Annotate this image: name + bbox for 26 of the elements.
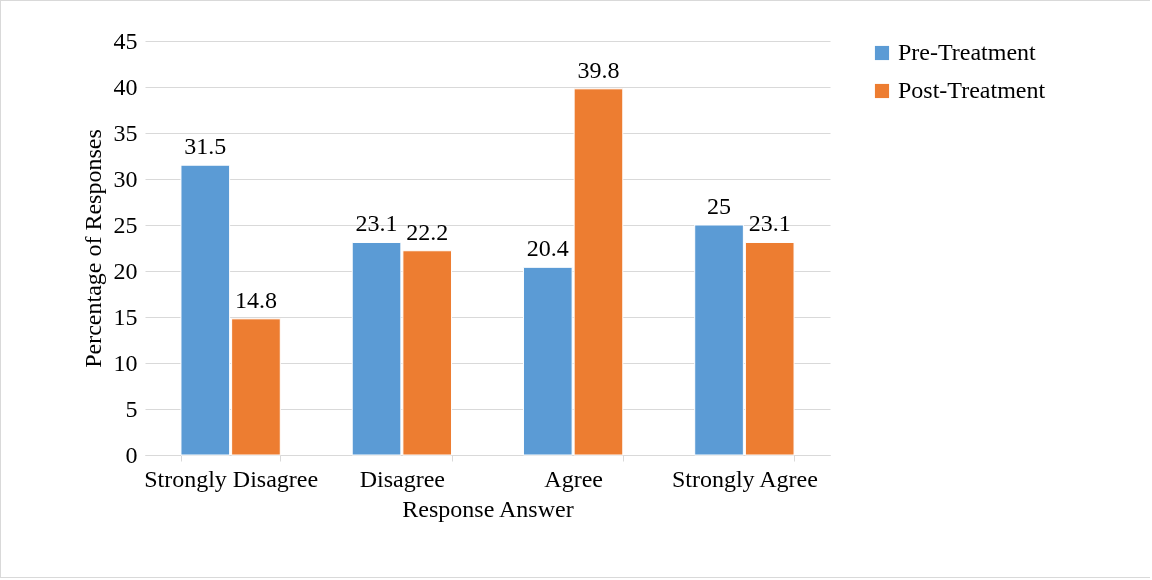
legend-label: Pre-Treatment	[898, 39, 1037, 65]
y-tick-label: 40	[113, 73, 138, 100]
y-tick-label: 35	[113, 119, 138, 146]
y-tick-label: 25	[113, 211, 138, 238]
x-axis-title: Response Answer	[402, 495, 574, 522]
data-label: 22.2	[406, 218, 449, 245]
y-tick-label: 5	[125, 395, 138, 422]
x-tick-label: Strongly Agree	[671, 465, 818, 492]
y-tick-label: 0	[125, 441, 138, 468]
y-axis-title: Percentage of Responses	[79, 129, 106, 368]
x-tick-label: Agree	[544, 465, 603, 492]
y-tick-label: 20	[113, 257, 138, 284]
data-label: 14.8	[234, 286, 277, 313]
x-tick-label: Disagree	[359, 465, 446, 492]
legend-label: Post-Treatment	[898, 77, 1046, 103]
data-label: 23.1	[355, 210, 398, 237]
y-tick-label: 10	[113, 349, 138, 376]
x-tick-label: Strongly Disagree	[144, 465, 319, 492]
data-label: 25	[707, 193, 732, 219]
data-label: 31.5	[184, 133, 227, 160]
y-tick-label: 15	[113, 303, 138, 330]
data-label: 20.4	[526, 235, 569, 262]
data-label: 39.8	[577, 56, 620, 83]
data-label: 23.1	[748, 210, 791, 237]
y-tick-label: 45	[113, 27, 138, 54]
y-tick-label: 30	[113, 165, 138, 192]
